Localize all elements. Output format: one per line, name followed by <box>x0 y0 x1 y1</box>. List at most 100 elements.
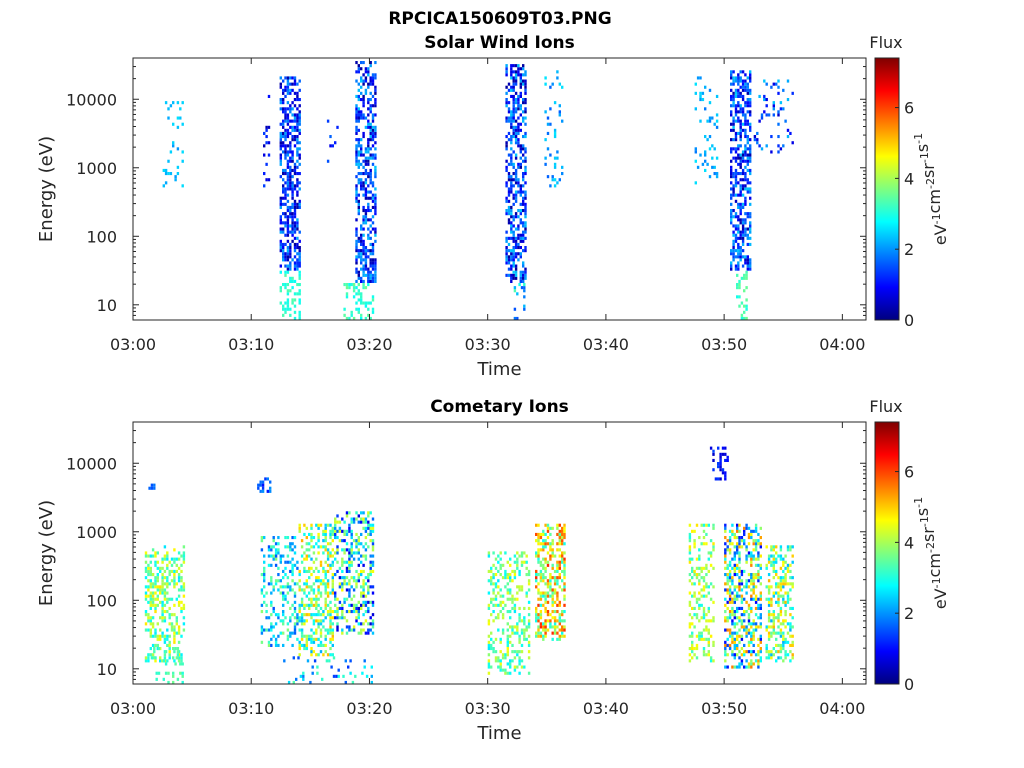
spectrogram-cell <box>350 603 353 607</box>
spectrogram-cell <box>289 107 292 111</box>
spectrogram-cell <box>348 560 351 564</box>
spectrogram-cell <box>698 606 701 610</box>
spectrogram-cell <box>754 606 758 610</box>
spectrogram-cell <box>770 600 773 604</box>
spectrogram-cell <box>737 205 740 209</box>
spectrogram-cell <box>369 91 372 95</box>
spectrogram-cell <box>147 569 150 573</box>
spectrogram-cell <box>524 181 527 185</box>
spectrogram-cell <box>331 526 334 530</box>
spectrogram-cell <box>315 613 318 617</box>
spectrogram-cell <box>176 172 180 176</box>
spectrogram-cell <box>746 98 749 102</box>
spectrogram-cell <box>360 110 363 114</box>
spectrogram-cell <box>153 647 156 651</box>
spectrogram-cell <box>733 532 736 536</box>
spectrogram-cell <box>293 261 297 265</box>
spectrogram-cell <box>556 591 559 595</box>
spectrogram-cell <box>767 631 771 635</box>
spectrogram-cell <box>736 653 739 657</box>
spectrogram-cell <box>715 119 719 123</box>
spectrogram-cell <box>371 279 375 283</box>
spectrogram-cell <box>270 603 273 607</box>
spectrogram-cell <box>324 569 327 573</box>
spectrogram-cell <box>329 625 332 629</box>
spectrogram-cell <box>747 526 751 530</box>
x-tick-label: 03:50 <box>701 335 747 354</box>
spectrogram-cell <box>357 165 360 169</box>
spectrogram-cell <box>782 600 785 604</box>
spectrogram-cell <box>544 600 547 604</box>
spectrogram-cell <box>693 573 696 577</box>
spectrogram-cell <box>315 576 318 580</box>
spectrogram-cell <box>782 637 785 641</box>
spectrogram-cell <box>360 517 363 521</box>
spectrogram-cell <box>172 144 175 148</box>
spectrogram-cell <box>163 603 167 607</box>
spectrogram-cell <box>745 625 748 629</box>
spectrogram-cell <box>522 82 525 86</box>
spectrogram-cell <box>688 659 692 663</box>
spectrogram-cell <box>338 582 342 586</box>
spectrogram-cell <box>551 591 554 595</box>
spectrogram-cell <box>345 286 349 290</box>
spectrogram-cell <box>775 82 778 86</box>
spectrogram-cell <box>770 625 773 629</box>
spectrogram-cell <box>341 569 344 573</box>
spectrogram-cell <box>371 205 375 209</box>
spectrogram-cell <box>291 643 294 647</box>
spectrogram-cell <box>514 101 518 105</box>
spectrogram-cell <box>563 585 566 589</box>
spectrogram-cell <box>523 637 526 641</box>
spectrogram-cell <box>544 606 547 610</box>
spectrogram-cell <box>357 542 360 546</box>
spectrogram-cell <box>298 526 301 530</box>
spectrogram-cell <box>369 138 372 142</box>
spectrogram-cell <box>357 178 360 182</box>
spectrogram-cell <box>707 650 710 654</box>
spectrogram-cell <box>279 289 282 293</box>
spectrogram-cell <box>300 600 304 604</box>
spectrogram-cell <box>181 150 184 154</box>
spectrogram-cell <box>744 73 747 77</box>
spectrogram-cell <box>163 591 167 595</box>
spectrogram-cell <box>286 230 290 234</box>
spectrogram-cell <box>343 579 346 583</box>
spectrogram-cell <box>726 576 729 580</box>
spectrogram-cell <box>487 653 491 657</box>
spectrogram-cell <box>326 631 330 635</box>
spectrogram-cell <box>556 619 559 623</box>
spectrogram-cell <box>728 548 732 552</box>
spectrogram-cell <box>734 79 738 83</box>
spectrogram-cell <box>715 175 719 179</box>
spectrogram-cell <box>289 616 292 620</box>
spectrogram-cell <box>501 656 505 660</box>
spectrogram-cell <box>741 224 745 228</box>
spectrogram-cell <box>369 523 372 527</box>
spectrogram-cell <box>749 190 752 194</box>
spectrogram-cell <box>561 557 564 561</box>
spectrogram-cell <box>553 582 557 586</box>
spectrogram-cell <box>355 79 358 83</box>
spectrogram-cell <box>499 637 502 641</box>
spectrogram-cell <box>539 603 543 607</box>
spectrogram-cell <box>161 603 164 607</box>
spectrogram-cell <box>284 594 287 598</box>
spectrogram-cell <box>492 563 495 567</box>
spectrogram-cell <box>364 91 368 95</box>
spectrogram-cell <box>732 215 735 219</box>
spectrogram-cell <box>286 637 290 641</box>
spectrogram-cell <box>173 548 176 552</box>
spectrogram-cell <box>263 600 266 604</box>
spectrogram-cell <box>730 98 733 102</box>
spectrogram-cell <box>544 622 547 626</box>
spectrogram-cell <box>499 640 502 644</box>
spectrogram-cell <box>726 600 729 604</box>
spectrogram-cell <box>364 517 368 521</box>
spectrogram-cell <box>362 233 365 237</box>
colorbar-tick-label: 4 <box>904 169 914 188</box>
spectrogram-cell <box>154 628 157 632</box>
spectrogram-cell <box>556 156 559 160</box>
spectrogram-cell <box>750 659 753 663</box>
spectrogram-cell <box>298 616 301 620</box>
